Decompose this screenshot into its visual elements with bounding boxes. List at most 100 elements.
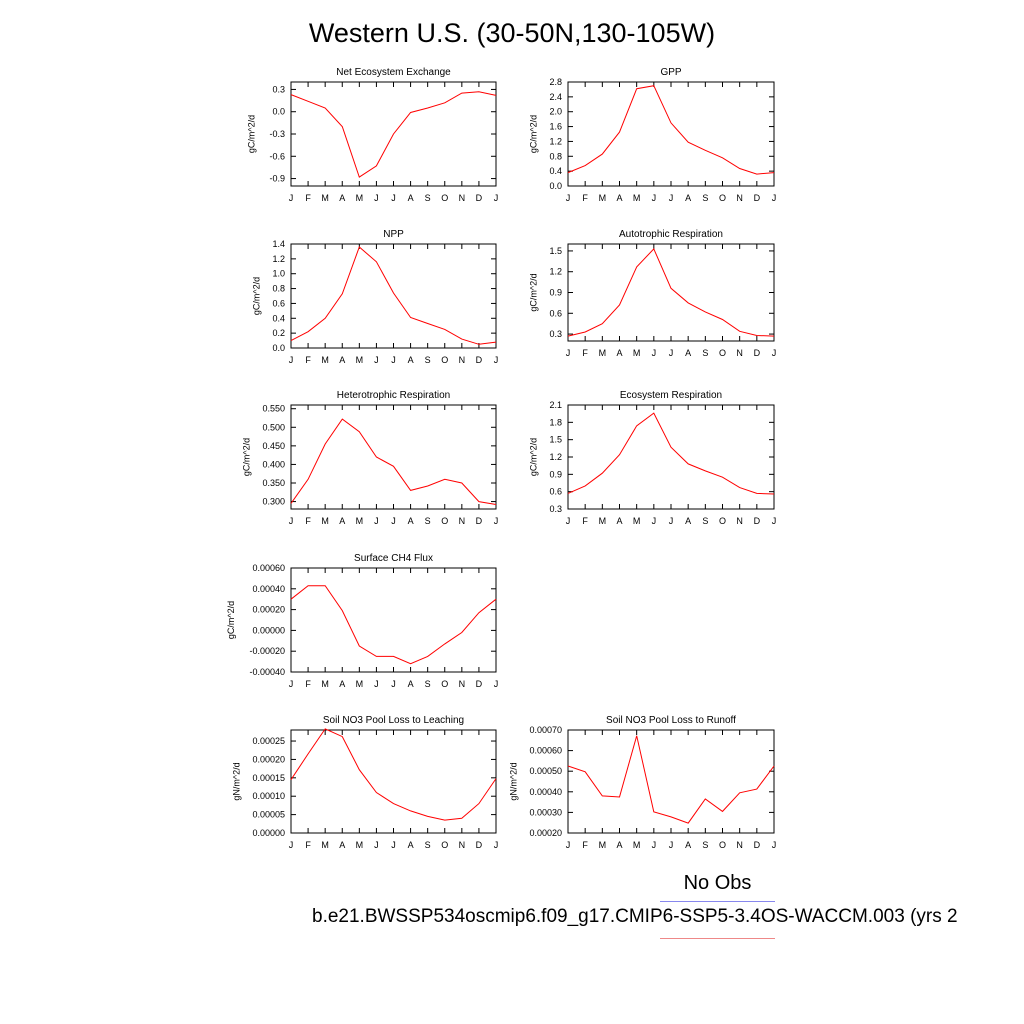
panel-title: Surface CH4 Flux	[354, 553, 433, 564]
y-tick-label: -0.00040	[249, 667, 285, 677]
y-tick-label: 0.550	[262, 404, 285, 414]
x-tick-label: J	[772, 348, 777, 358]
x-tick-label: A	[685, 840, 691, 850]
x-tick-label: S	[425, 840, 431, 850]
series-line	[290, 246, 497, 345]
y-tick-label: 1.2	[549, 267, 562, 277]
x-tick-label: J	[494, 840, 499, 850]
x-tick-label: D	[754, 193, 761, 203]
y-axis-label: gC/m^2/d	[247, 115, 257, 153]
panel-title: Ecosystem Respiration	[620, 390, 722, 401]
x-tick-label: A	[408, 679, 414, 689]
x-tick-label: N	[736, 348, 743, 358]
x-tick-label: D	[476, 840, 483, 850]
x-tick-label: N	[736, 516, 743, 526]
series-line	[290, 585, 497, 665]
y-tick-label: 0.3	[549, 504, 562, 514]
x-tick-label: A	[616, 193, 622, 203]
x-tick-label: J	[494, 193, 499, 203]
panel-title: Soil NO3 Pool Loss to Runoff	[606, 715, 736, 726]
x-tick-label: S	[425, 679, 431, 689]
chart-panel: J F M A M J J A S O N D J0.000600.000400.000200.0000…	[226, 553, 498, 689]
chart-panel: J F M A M J J A S O N D J1.51.20.90.60.3Autotrophic …	[529, 229, 777, 358]
x-tick-label: O	[441, 355, 448, 365]
x-tick-label: F	[582, 516, 588, 526]
x-tick-label: J	[566, 840, 571, 850]
x-tick-label: J	[652, 348, 657, 358]
y-tick-label: 1.2	[549, 452, 562, 462]
y-tick-label: 0.00050	[529, 766, 562, 776]
x-tick-label: M	[356, 355, 364, 365]
y-tick-label: 0.00040	[529, 787, 562, 797]
x-tick-label: D	[754, 516, 761, 526]
panel-title: GPP	[660, 67, 681, 78]
panel-title: Autotrophic Respiration	[619, 229, 723, 240]
legend-case-label: b.e21.BWSSP534oscmip6.f09_g17.CMIP6-SSP5…	[312, 906, 958, 927]
y-tick-label: 0.450	[262, 441, 285, 451]
x-tick-label: J	[289, 679, 294, 689]
x-tick-label: S	[425, 516, 431, 526]
x-tick-label: F	[305, 355, 311, 365]
legend-obs-line	[660, 901, 775, 902]
x-tick-label: J	[374, 840, 379, 850]
y-tick-label: 0.00060	[529, 746, 562, 756]
y-axis-label: gC/m^2/d	[252, 277, 262, 315]
x-tick-label: N	[459, 679, 466, 689]
y-tick-label: 0.8	[549, 151, 562, 161]
y-tick-label: 1.2	[549, 136, 562, 146]
panel-title: NPP	[383, 229, 404, 240]
y-tick-label: 1.5	[549, 246, 562, 256]
series-line	[290, 91, 497, 178]
y-axis-label: gC/m^2/d	[226, 601, 236, 639]
x-tick-label: O	[719, 840, 726, 850]
y-tick-label: 2.1	[549, 400, 562, 410]
plot-frame	[567, 404, 775, 510]
x-tick-label: N	[459, 516, 466, 526]
x-tick-label: D	[476, 516, 483, 526]
x-tick-label: D	[754, 840, 761, 850]
y-tick-label: 1.0	[272, 269, 285, 279]
y-tick-label: 0.00010	[252, 791, 285, 801]
plot-frame	[567, 81, 775, 187]
x-tick-label: J	[669, 516, 674, 526]
x-tick-label: M	[356, 840, 364, 850]
x-tick-label: J	[566, 193, 571, 203]
y-tick-label: 0.00020	[252, 605, 285, 615]
x-tick-label: M	[599, 840, 607, 850]
x-tick-label: S	[702, 348, 708, 358]
x-tick-label: J	[391, 679, 396, 689]
x-tick-label: M	[633, 840, 641, 850]
y-axis-label: gC/m^2/d	[529, 438, 539, 476]
x-tick-label: N	[459, 355, 466, 365]
x-tick-label: J	[289, 840, 294, 850]
y-tick-label: 0.9	[549, 288, 562, 298]
x-tick-label: A	[339, 355, 345, 365]
x-tick-label: A	[685, 516, 691, 526]
y-tick-label: 0.400	[262, 459, 285, 469]
y-axis-label: gN/m^2/d	[508, 762, 518, 800]
y-tick-label: 1.4	[272, 239, 285, 249]
x-tick-label: A	[339, 840, 345, 850]
chart-panel: J F M A M J J A S O N D J0.5500.5000.4500.4000.3500.…	[242, 390, 499, 526]
x-tick-label: M	[356, 516, 364, 526]
y-tick-label: 0.350	[262, 478, 285, 488]
x-tick-label: J	[652, 840, 657, 850]
x-tick-label: F	[582, 348, 588, 358]
legend-case-line	[660, 938, 775, 939]
x-tick-label: M	[633, 348, 641, 358]
y-tick-label: 0.500	[262, 422, 285, 432]
x-tick-label: S	[702, 516, 708, 526]
x-tick-label: F	[582, 193, 588, 203]
y-tick-label: 0.2	[272, 328, 285, 338]
x-tick-label: J	[391, 355, 396, 365]
x-tick-label: A	[408, 840, 414, 850]
x-tick-label: F	[305, 516, 311, 526]
chart-panel: J F M A M J J A S O N D J1.41.21.00.80.60.40.20.0NPP…	[252, 229, 499, 365]
x-tick-label: M	[321, 516, 329, 526]
y-tick-label: -0.9	[269, 174, 285, 184]
y-tick-label: 0.00040	[252, 584, 285, 594]
y-tick-label: 0.6	[549, 308, 562, 318]
x-tick-label: J	[494, 679, 499, 689]
y-tick-label: 0.00020	[529, 828, 562, 838]
